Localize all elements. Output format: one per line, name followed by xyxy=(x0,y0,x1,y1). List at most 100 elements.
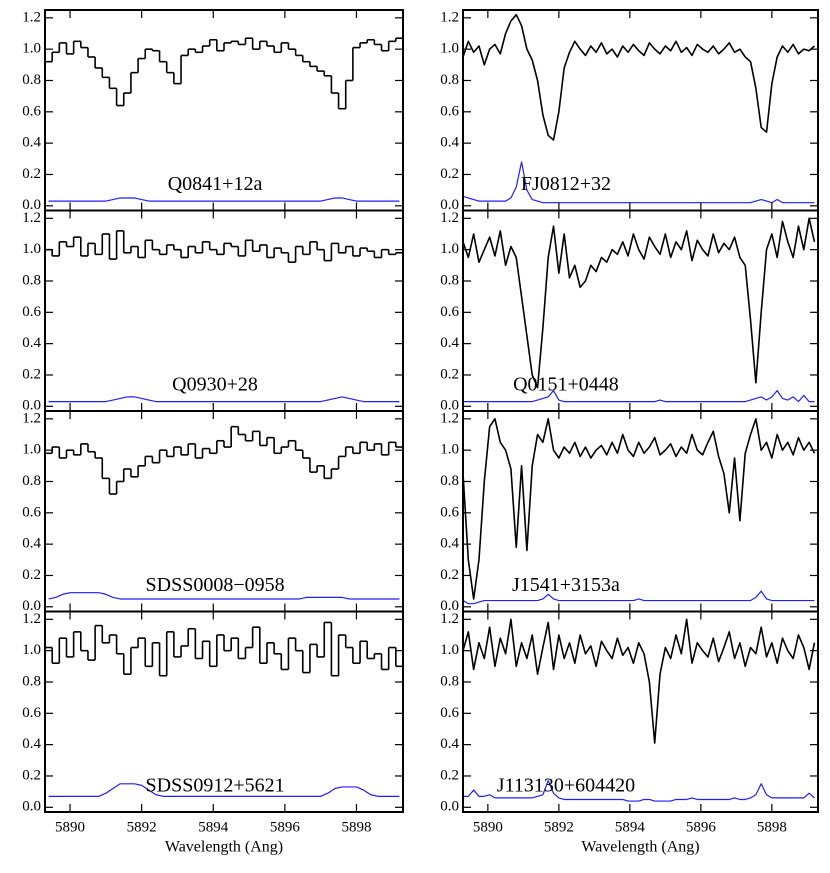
x-axis-label: Wavelength (Ang) xyxy=(165,839,283,856)
y-tick-label: 0.0 xyxy=(440,598,459,614)
y-tick-label: 0.8 xyxy=(22,673,41,689)
flux-line xyxy=(463,217,816,389)
panel-frame xyxy=(462,9,819,212)
panel-frame xyxy=(462,610,819,813)
y-tick-label: 0.2 xyxy=(440,767,459,783)
y-tick-label: 0.2 xyxy=(440,166,459,182)
panel-title: Q0151+0448 xyxy=(513,374,619,396)
y-tick-label: 0.8 xyxy=(440,473,459,489)
y-tick-label: 1.0 xyxy=(440,41,459,57)
error-line xyxy=(48,396,400,403)
x-axis-label: Wavelength (Ang) xyxy=(581,839,699,856)
y-tick-label: 0.4 xyxy=(440,536,459,552)
error-line xyxy=(463,590,815,605)
y-tick-label: 0.2 xyxy=(22,166,41,182)
error-line xyxy=(463,780,815,802)
y-tick-label: 0.2 xyxy=(22,366,41,382)
y-tick-label: 1.2 xyxy=(440,611,459,627)
error-line xyxy=(463,161,815,204)
plot-area xyxy=(45,425,403,600)
panel: Q0930+28 0.0 0.2 0.4 0.6 0.8 1.0 1.2 xyxy=(22,209,404,414)
error-line xyxy=(463,390,815,403)
y-tick-label: 1.2 xyxy=(22,611,41,627)
y-tick-label: 1.2 xyxy=(440,210,459,226)
panel-title: Q0930+28 xyxy=(172,374,258,396)
panel: SDSS0912+5621 0.0 0.2 0.4 0.6 0.8 1.0 1.2 5890 58… xyxy=(22,610,404,856)
x-tick-label: 5892 xyxy=(127,819,157,835)
y-tick-label: 1.0 xyxy=(22,442,41,458)
panel: J113130+604420 0.0 0.2 0.4 0.6 0.8 1.0 1.2 5890 5… xyxy=(440,610,819,856)
y-tick-label: 0.2 xyxy=(22,767,41,783)
y-tick-label: 1.2 xyxy=(440,410,459,426)
y-tick-label: 1.0 xyxy=(440,241,459,257)
y-tick-label: 1.0 xyxy=(22,642,41,658)
y-tick-label: 0.0 xyxy=(22,398,41,414)
panel: Q0151+0448 0.0 0.2 0.4 0.6 0.8 1.0 1.2 xyxy=(440,209,819,414)
y-tick-label: 1.0 xyxy=(22,41,41,57)
x-tick-label: 5896 xyxy=(686,819,717,835)
y-tick-label: 0.6 xyxy=(440,103,459,119)
x-tick-label: 5896 xyxy=(270,819,301,835)
y-tick-label: 0.8 xyxy=(22,272,41,288)
panel-title: SDSS0912+5621 xyxy=(146,775,285,797)
flux-line xyxy=(463,13,815,141)
x-tick-label: 5894 xyxy=(198,819,229,835)
panel-title: SDSS0008−0958 xyxy=(146,574,285,596)
y-tick-label: 0.0 xyxy=(22,598,41,614)
y-tick-label: 0.4 xyxy=(22,335,41,351)
y-tick-label: 0.2 xyxy=(440,366,459,382)
panel: FJ0812+32 0.0 0.2 0.4 0.6 0.8 1.0 1.2 xyxy=(440,9,819,213)
y-tick-label: 0.6 xyxy=(440,504,459,520)
y-tick-label: 0.4 xyxy=(22,736,41,752)
panel: Q0841+12a 0.0 0.2 0.4 0.6 0.8 1.0 1.2 xyxy=(22,9,404,213)
y-tick-label: 0.8 xyxy=(22,473,41,489)
y-tick-label: 0.8 xyxy=(440,272,459,288)
y-tick-label: 0.0 xyxy=(440,799,459,815)
panel: SDSS0008−0958 0.0 0.2 0.4 0.6 0.8 1.0 1.2 xyxy=(22,410,404,614)
plot-area xyxy=(463,217,816,403)
panel-frame xyxy=(44,610,404,813)
y-tick-label: 0.8 xyxy=(440,673,459,689)
plot-area xyxy=(463,418,816,605)
y-tick-label: 0.4 xyxy=(440,736,459,752)
y-tick-label: 0.0 xyxy=(440,197,459,213)
y-tick-label: 1.2 xyxy=(22,410,41,426)
plot-area xyxy=(463,618,816,802)
panel-title: FJ0812+32 xyxy=(521,173,611,195)
y-tick-label: 0.4 xyxy=(22,536,41,552)
error-line xyxy=(48,783,400,797)
flux-line xyxy=(463,418,816,600)
error-line xyxy=(48,197,400,202)
plot-area xyxy=(463,13,815,204)
x-tick-label: 5898 xyxy=(341,819,371,835)
y-tick-label: 1.0 xyxy=(440,642,459,658)
y-tick-label: 1.2 xyxy=(440,9,459,25)
panel-title: J113130+604420 xyxy=(497,775,635,797)
plot-area xyxy=(45,621,403,797)
panel-title: Q0841+12a xyxy=(168,173,263,195)
y-tick-label: 0.6 xyxy=(440,304,459,320)
y-tick-label: 0.2 xyxy=(22,567,41,583)
flux-line xyxy=(463,618,816,744)
x-tick-label: 5894 xyxy=(615,819,646,835)
y-tick-label: 0.4 xyxy=(440,335,459,351)
y-tick-label: 1.2 xyxy=(22,210,41,226)
y-tick-label: 0.0 xyxy=(22,197,41,213)
y-tick-label: 0.6 xyxy=(22,705,41,721)
y-tick-label: 0.4 xyxy=(22,135,41,151)
y-tick-label: 0.0 xyxy=(22,799,41,815)
plot-area xyxy=(45,37,403,202)
x-tick-label: 5890 xyxy=(55,819,85,835)
y-tick-label: 0.2 xyxy=(440,567,459,583)
x-tick-label: 5892 xyxy=(544,819,574,835)
panel: J1541+3153a 0.0 0.2 0.4 0.6 0.8 1.0 1.2 xyxy=(440,410,819,614)
y-tick-label: 1.2 xyxy=(22,9,41,25)
y-tick-label: 0.0 xyxy=(440,398,459,414)
y-tick-label: 1.0 xyxy=(440,442,459,458)
y-tick-label: 0.8 xyxy=(440,72,459,88)
y-tick-label: 0.8 xyxy=(22,72,41,88)
error-line xyxy=(48,592,400,600)
panel-title: J1541+3153a xyxy=(512,574,620,596)
x-tick-label: 5890 xyxy=(473,819,503,835)
